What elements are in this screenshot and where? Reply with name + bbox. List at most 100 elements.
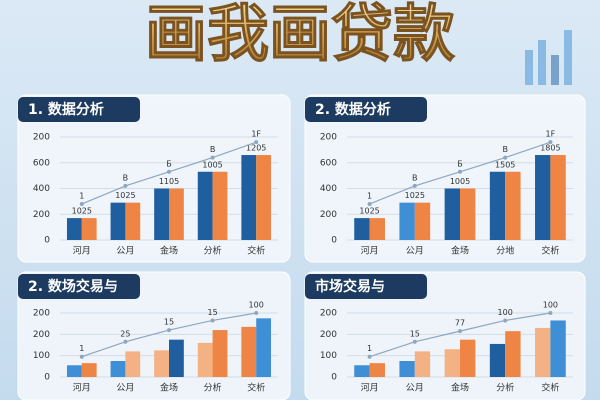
line-annotation: B — [412, 173, 418, 182]
y-tick-label: 400 — [320, 184, 337, 194]
x-tick-label: 金场 — [160, 245, 178, 257]
x-tick-label: 交析 — [541, 382, 559, 394]
trend-point — [254, 140, 259, 145]
bar — [399, 202, 415, 240]
trend-point — [210, 155, 215, 160]
line-annotation: 15 — [164, 318, 174, 327]
decoration — [525, 30, 572, 85]
x-tick-label: 公月 — [406, 383, 424, 394]
y-tick-label: 200 — [320, 133, 337, 143]
bar-annotation: 1025 — [115, 191, 135, 200]
y-tick-label: 200 — [33, 309, 50, 319]
trend-point — [123, 339, 128, 344]
bar — [256, 155, 272, 240]
trend-point — [412, 339, 417, 344]
bar-annotation: 1005 — [450, 177, 470, 186]
bar — [66, 365, 82, 377]
bar — [414, 351, 431, 377]
line-annotation: B — [123, 173, 129, 182]
y-tick-label: 600 — [33, 158, 50, 168]
trend-point — [503, 318, 508, 323]
bar — [154, 350, 169, 377]
x-tick-label: 河月 — [73, 382, 91, 394]
bar — [81, 363, 97, 377]
bar-annotation: 1205 — [246, 144, 266, 153]
bar — [535, 327, 551, 377]
y-tick-label: 200 — [320, 330, 337, 340]
line-annotation: Б — [457, 159, 463, 168]
bar-annotation: 1105 — [159, 177, 179, 186]
trend-point — [79, 201, 84, 206]
x-tick-label: 交析 — [541, 245, 559, 257]
line-annotation: 100 — [543, 301, 558, 310]
panel-title-tab — [305, 274, 427, 299]
bar — [169, 188, 184, 240]
trend-point — [548, 311, 553, 315]
bar — [241, 326, 257, 377]
line-annotation: В — [210, 145, 216, 154]
bar — [460, 339, 476, 377]
line-annotation: 25 — [120, 329, 130, 338]
panel-title-tab — [305, 97, 427, 122]
y-tick-label: 200 — [320, 309, 337, 319]
x-tick-label: 金场 — [451, 245, 469, 257]
bar — [241, 155, 257, 240]
bar — [197, 171, 213, 240]
line-annotation: 100 — [249, 301, 264, 310]
bar — [535, 155, 551, 240]
bar — [505, 331, 521, 377]
y-tick-label: 600 — [320, 158, 337, 168]
line-annotation: 1 — [367, 191, 372, 200]
x-tick-label: 分析 — [496, 382, 514, 394]
trend-point — [167, 169, 171, 174]
bar — [197, 342, 213, 377]
panel-title-tab — [18, 274, 140, 299]
x-tick-label: 分地 — [496, 245, 514, 257]
bar — [414, 202, 431, 240]
trend-point — [503, 155, 508, 160]
bar — [256, 318, 272, 377]
trend-point — [79, 354, 84, 359]
trend-point — [412, 183, 417, 188]
bar — [550, 155, 566, 240]
bar — [110, 202, 126, 240]
x-tick-label: 分析 — [204, 245, 222, 257]
x-tick-label: 分析 — [204, 382, 222, 394]
bar — [81, 218, 97, 240]
bar — [169, 339, 184, 377]
line-annotation: 1 — [79, 191, 84, 200]
bar — [489, 343, 506, 377]
panel-title: 1. 数据分析 — [28, 101, 104, 118]
x-tick-label: 河月 — [361, 382, 379, 394]
bar — [110, 361, 126, 377]
bar — [369, 363, 385, 377]
bar-annotation: 1025 — [405, 191, 425, 200]
y-tick-label: 0 — [331, 236, 337, 246]
line-annotation: 1F — [546, 130, 556, 139]
bar-annotation: 1025 — [359, 207, 379, 216]
y-tick-label: 0 — [331, 373, 337, 383]
y-tick-label: 200 — [33, 133, 50, 143]
y-tick-label: 100 — [320, 351, 337, 361]
bar — [125, 202, 141, 240]
x-tick-label: 公月 — [116, 246, 134, 257]
y-tick-label: 400 — [33, 184, 50, 194]
x-tick-label: 交析 — [247, 245, 265, 257]
panel-title: 2. 数场交易与 — [28, 278, 118, 295]
line-annotation: 15 — [208, 308, 218, 317]
y-tick-label: 0 — [44, 236, 50, 246]
bar — [399, 361, 415, 377]
panel-title: 市场交易与 — [315, 278, 385, 295]
bar — [460, 188, 476, 240]
x-tick-label: 河月 — [361, 245, 379, 257]
trend-point — [254, 311, 259, 315]
bar — [66, 218, 82, 240]
line-annotation: 1 — [79, 344, 84, 353]
bar — [550, 320, 566, 377]
y-tick-label: 200 — [33, 330, 50, 340]
y-tick-label: 200 — [33, 210, 50, 220]
bar-annotation: 1005 — [202, 160, 222, 169]
x-tick-label: 金场 — [160, 382, 178, 394]
